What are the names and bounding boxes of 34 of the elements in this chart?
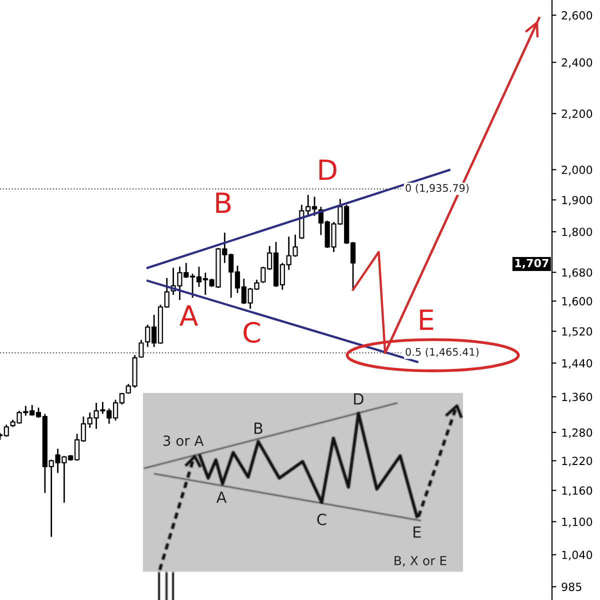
y-tick-label: 2,000 [562,166,592,176]
y-tick-label: 1,800 [562,228,592,238]
y-tick-label: 2,400 [562,58,592,68]
annotation: C [317,514,326,526]
ref-line-label: 0 (1,935.79) [406,184,469,194]
annotation: 3 or A [163,435,204,446]
annotation: D [319,160,336,180]
candlestick [138,339,144,359]
y-tick-label: 1,040 [562,550,592,560]
annotation: A [216,492,227,503]
annotation: B [254,422,262,434]
y-tick-label: 2,600 [562,11,592,21]
ref-line-label: 0.5 (1,465.41) [406,348,479,358]
annotation: A [180,305,198,326]
y-tick-label: 1,360 [562,392,592,402]
y-tick-label: 1,520 [562,327,592,337]
y-tick-label: 2,200 [562,110,592,120]
annotation: E [420,310,434,330]
y-tick-label: 1,100 [562,518,592,528]
y-tick-label: 985 [562,582,582,592]
y-tick-label: 1,220 [562,456,592,466]
y-tick-label: 1,680 [562,268,592,278]
y-tick-label: 1,160 [562,486,592,496]
annotation: B [216,192,231,213]
y-tick-label: 1,600 [562,297,592,307]
candlestick [4,424,9,438]
annotation: D [354,393,364,405]
y-tick-label: 1,440 [562,359,592,369]
annotation: E [414,526,421,538]
y-tick-label: 1,900 [562,196,592,206]
y-tick-label: 1,280 [562,428,592,438]
annotation: 1,707 [515,258,548,269]
annotation: B, X or E [394,556,446,567]
annotation: C [244,322,260,343]
